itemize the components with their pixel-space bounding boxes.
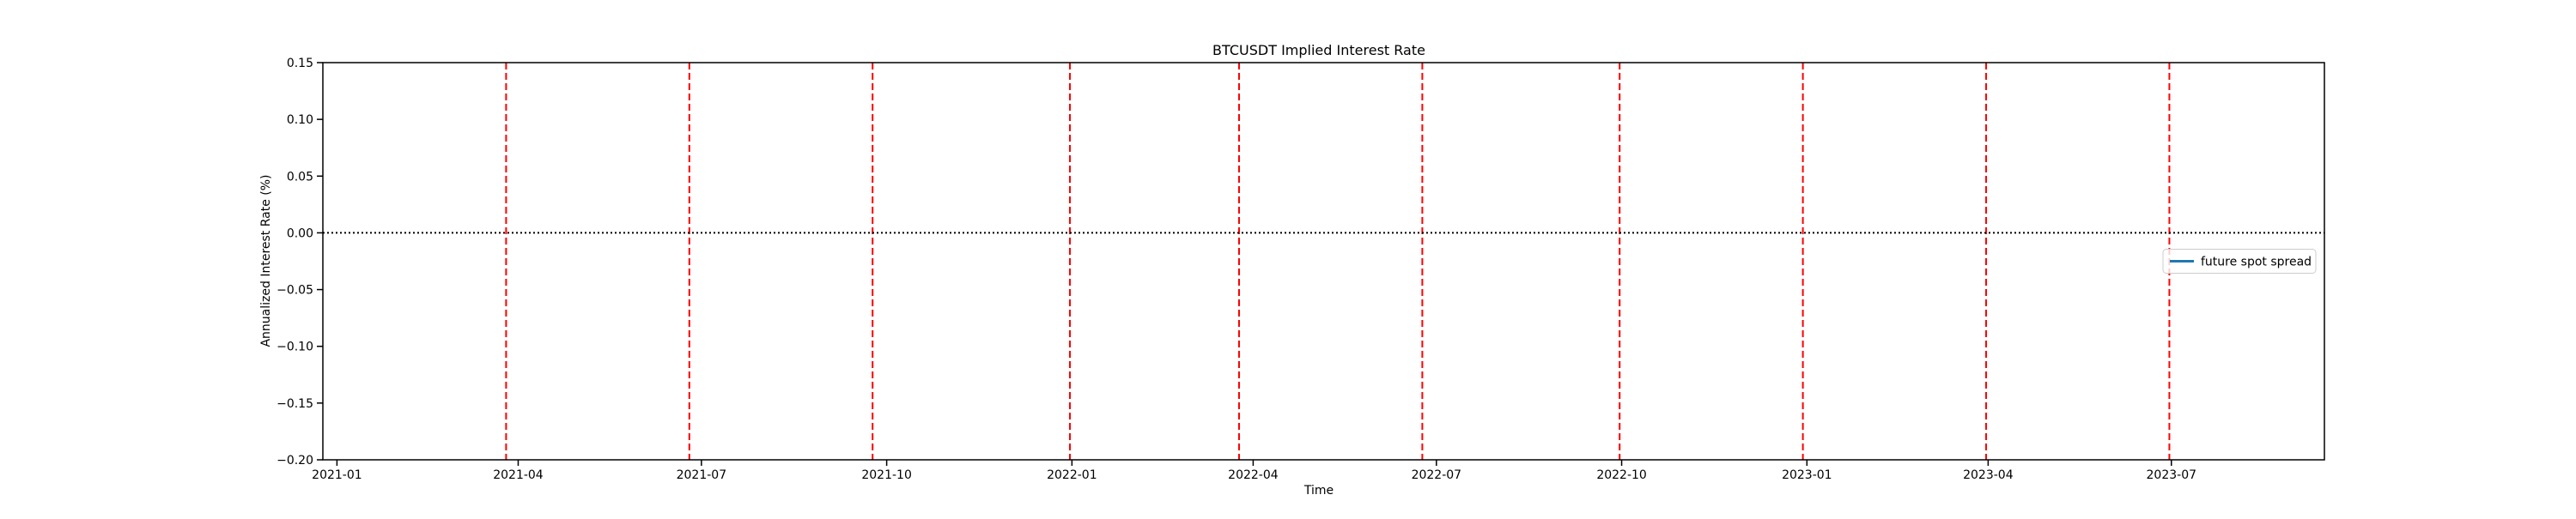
x-tick-label: 2022-04 [1228, 468, 1279, 482]
x-tick-label: 2023-07 [2147, 468, 2197, 482]
y-tick-label: −0.10 [276, 341, 313, 354]
y-tick-label: 0.10 [287, 113, 313, 127]
y-tick-label: 0.15 [287, 57, 313, 70]
x-tick-label: 2022-10 [1596, 468, 1647, 482]
x-tick-label: 2023-01 [1782, 468, 1832, 482]
chart-title: BTCUSDT Implied Interest Rate [1212, 42, 1425, 58]
legend-box [2162, 249, 2317, 274]
x-tick-label: 2021-07 [677, 468, 727, 482]
x-tick-label: 2021-04 [493, 468, 544, 482]
x-axis-label: Time [1303, 484, 1334, 498]
x-tick-label: 2023-04 [1963, 468, 2014, 482]
y-axis-label: Annualized Interest Rate (%) [259, 174, 273, 347]
x-tick-label: 2021-01 [312, 468, 362, 482]
x-tick-label: 2022-01 [1047, 468, 1097, 482]
y-tick-label: 0.05 [287, 170, 313, 184]
y-tick-label: −0.05 [276, 284, 313, 298]
legend-label: future spot spread [2201, 256, 2312, 269]
y-tick-label: 0.00 [287, 226, 313, 240]
x-tick-label: 2021-10 [861, 468, 912, 482]
legend: future spot spread [2162, 249, 2317, 274]
x-tick-label: 2022-07 [1412, 468, 1462, 482]
plot-area [323, 63, 2324, 460]
axes: 2021-01 2021-04 2021-07 2021-10 2022-01 2022-… [276, 57, 2325, 482]
y-tick-label: −0.15 [276, 397, 313, 411]
y-tick-label: −0.20 [276, 454, 313, 468]
axes-frame [322, 62, 2325, 461]
